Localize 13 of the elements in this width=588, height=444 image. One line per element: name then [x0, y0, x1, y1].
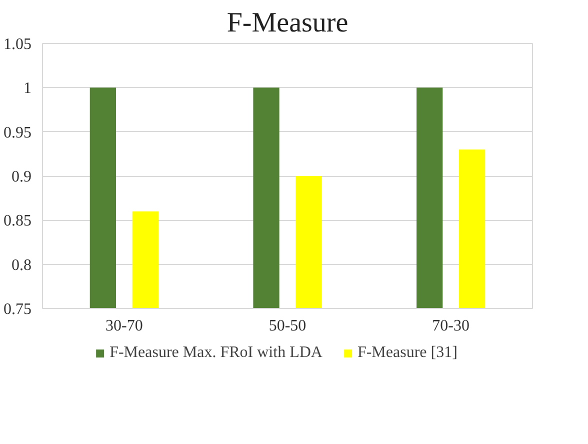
- y-tick-label: 0.75: [4, 301, 32, 318]
- y-tick-label: 0.85: [4, 212, 32, 230]
- y-tick-label: 0.8: [12, 256, 32, 274]
- x-tick-label: 70-30: [432, 318, 470, 334]
- legend-label: F-Measure Max. FRoI with LDA: [110, 344, 322, 362]
- y-tick-label: 1.05: [4, 36, 32, 53]
- legend-label: F-Measure [31]: [357, 344, 458, 362]
- x-tick-label: 30-70: [106, 318, 143, 334]
- y-tick-label: 1: [24, 80, 32, 98]
- y-tick-label: 0.9: [12, 168, 32, 186]
- chart-title: F-Measure: [226, 8, 348, 38]
- x-tick-label: 50-50: [268, 318, 306, 334]
- y-tick-label: 0.95: [4, 124, 32, 142]
